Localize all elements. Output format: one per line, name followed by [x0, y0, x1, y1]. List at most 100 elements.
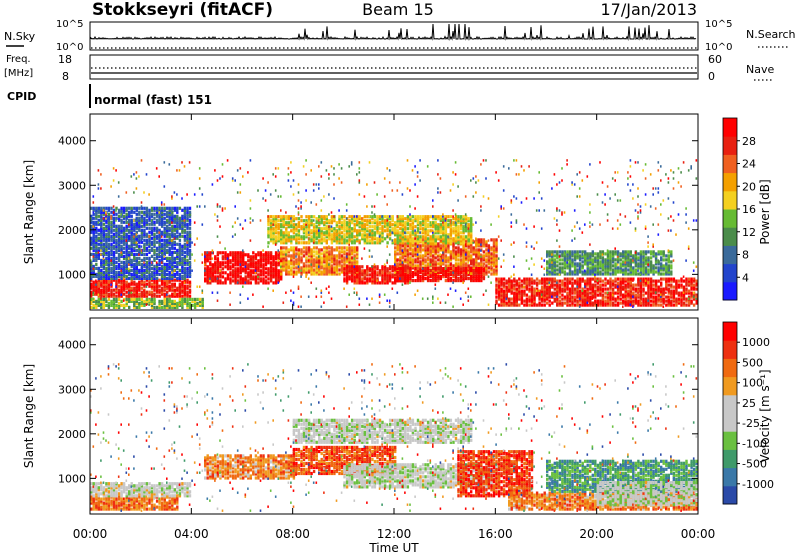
power-cell	[292, 260, 296, 264]
power-cell	[318, 233, 321, 237]
power-cell	[665, 283, 668, 287]
power-cell	[510, 301, 513, 305]
power-cell	[277, 277, 280, 281]
power-cell	[107, 294, 111, 298]
power-cell	[396, 229, 399, 233]
power-cell	[520, 299, 524, 303]
power-cell	[561, 266, 564, 270]
power-cell	[216, 281, 220, 285]
power-cell	[459, 275, 463, 279]
power-cell	[186, 299, 189, 303]
power-cell	[480, 262, 483, 266]
power-cell	[528, 281, 531, 285]
power-cell	[340, 258, 344, 262]
power-cell	[394, 242, 397, 246]
power-cell	[619, 258, 622, 262]
power-cell	[649, 268, 653, 272]
power-cell	[624, 258, 627, 262]
power-cell	[249, 255, 252, 259]
power-cell	[548, 287, 551, 291]
power-cell	[262, 279, 265, 283]
power-cell	[690, 299, 693, 303]
power-cell	[591, 252, 594, 256]
power-cell	[257, 251, 260, 255]
power-cell	[97, 303, 100, 307]
power-cell	[594, 266, 597, 270]
power-cell	[421, 275, 425, 279]
power-cell	[345, 252, 349, 256]
power-cell	[462, 219, 465, 223]
power-cell	[454, 227, 458, 231]
power-cell	[140, 262, 144, 266]
power-cell	[105, 286, 108, 290]
power-cell	[117, 292, 121, 296]
power-cell	[274, 255, 278, 259]
power-cell	[224, 271, 227, 275]
power-cell	[566, 254, 569, 258]
power-cell	[477, 275, 480, 279]
power-cell	[117, 226, 121, 230]
power-cell	[282, 219, 285, 223]
power-cell	[480, 279, 483, 283]
power-cell	[292, 272, 296, 276]
power-cell	[295, 235, 298, 239]
power-cell	[338, 237, 341, 241]
power-cell	[181, 294, 184, 298]
power-cell	[675, 297, 678, 301]
power-cell	[128, 258, 131, 262]
power-cell	[95, 284, 98, 288]
power-cell	[231, 271, 235, 275]
power-cell	[442, 225, 445, 229]
power-cell	[482, 250, 486, 254]
power-cell	[181, 280, 184, 284]
power-cell	[424, 225, 427, 229]
power-cell	[604, 303, 607, 307]
power-cell	[599, 283, 602, 287]
power-cell	[485, 260, 488, 264]
power-cell	[323, 239, 326, 243]
power-cell	[637, 272, 640, 276]
power-cell	[328, 233, 331, 237]
power-cell	[231, 259, 235, 263]
power-cell	[368, 269, 372, 273]
power-cell	[589, 272, 592, 276]
power-cell	[419, 260, 422, 264]
power-cell	[647, 270, 650, 274]
power-cell	[599, 277, 602, 281]
power-cell	[371, 267, 374, 271]
power-cell	[272, 255, 275, 259]
power-cell	[292, 223, 296, 227]
power-cell	[447, 264, 450, 268]
power-cell	[350, 279, 354, 283]
power-cell	[133, 232, 136, 236]
power-cell	[409, 252, 412, 256]
power-cell	[287, 250, 290, 254]
power-cell	[470, 248, 473, 252]
power-cell	[122, 250, 126, 254]
power-cell	[502, 289, 506, 293]
power-cell	[563, 256, 567, 260]
power-cell	[305, 272, 308, 276]
power-cell	[368, 235, 372, 239]
power-cell	[168, 286, 171, 290]
power-cell	[464, 271, 468, 275]
power-cell	[348, 229, 351, 233]
power-cell	[117, 244, 121, 248]
power-cell	[92, 303, 95, 307]
power-cell	[672, 293, 676, 297]
power-cell	[320, 239, 323, 243]
power-cell	[639, 289, 643, 293]
power-cell	[406, 237, 410, 241]
power-cell	[102, 303, 106, 307]
power-cell	[518, 295, 521, 299]
power-cell	[183, 297, 187, 301]
power-cell	[447, 244, 450, 248]
power-cell	[639, 285, 643, 289]
power-cell	[330, 264, 334, 268]
power-cell	[561, 254, 564, 258]
power-cell	[414, 260, 417, 264]
power-cell	[343, 241, 346, 245]
power-cell	[125, 266, 128, 270]
power-cell	[90, 290, 93, 294]
power-cell	[439, 260, 442, 264]
